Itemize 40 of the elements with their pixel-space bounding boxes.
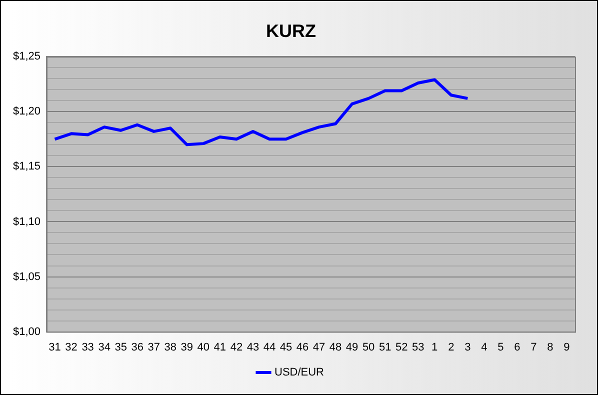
y-tick-label: $1,25 bbox=[12, 50, 41, 63]
x-tick-label: 34 bbox=[98, 341, 110, 354]
x-tick-label: 52 bbox=[395, 341, 408, 354]
legend-label: USD/EUR bbox=[274, 366, 324, 379]
x-tick-label: 50 bbox=[362, 341, 375, 354]
x-tick-label: 2 bbox=[448, 341, 454, 354]
x-tick-label: 35 bbox=[114, 341, 127, 354]
x-tick-label: 31 bbox=[48, 341, 61, 354]
x-tick-label: 48 bbox=[329, 341, 342, 354]
y-tick-label: $1,10 bbox=[12, 216, 41, 228]
x-tick-label: 51 bbox=[378, 341, 392, 354]
x-tick-label: 43 bbox=[246, 341, 260, 354]
x-tick-label: 32 bbox=[65, 341, 78, 354]
x-tick-label: 1 bbox=[432, 341, 438, 354]
x-tick-label: 4 bbox=[481, 341, 488, 354]
x-tick-label: 38 bbox=[164, 341, 177, 354]
x-tick-label: 49 bbox=[346, 341, 358, 354]
x-tick-label: 53 bbox=[412, 341, 424, 354]
y-tick-label: $1,20 bbox=[12, 106, 41, 118]
x-tick-label: 7 bbox=[530, 341, 537, 354]
x-tick-label: 42 bbox=[230, 341, 243, 354]
chart-title: KURZ bbox=[266, 20, 316, 41]
x-tick-label: 39 bbox=[180, 341, 194, 354]
x-tick-label: 8 bbox=[547, 341, 554, 354]
y-tick-label: $1,05 bbox=[12, 270, 41, 283]
x-tick-label: 45 bbox=[280, 341, 292, 354]
x-tick-label: 44 bbox=[263, 341, 276, 354]
x-tick-label: 46 bbox=[296, 341, 309, 354]
x-tick-label: 40 bbox=[197, 341, 210, 354]
x-tick-label: 36 bbox=[131, 341, 144, 354]
x-tick-label: 9 bbox=[564, 341, 570, 354]
x-tick-label: 33 bbox=[82, 341, 94, 354]
x-tick-label: 6 bbox=[514, 341, 520, 354]
y-tick-label: $1,00 bbox=[12, 326, 41, 338]
y-tick-label: $1,15 bbox=[12, 160, 41, 173]
x-tick-label: 37 bbox=[148, 341, 160, 354]
x-tick-label: 41 bbox=[214, 341, 226, 354]
x-tick-label: 3 bbox=[464, 341, 471, 354]
x-tick-label: 5 bbox=[498, 341, 504, 354]
x-tick-label: 47 bbox=[312, 341, 326, 354]
